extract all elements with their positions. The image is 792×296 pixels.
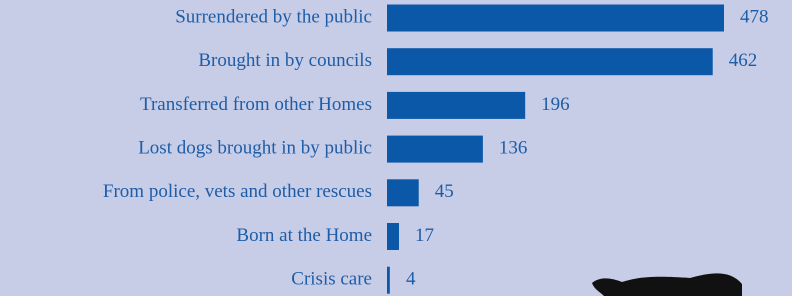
bar [387, 92, 525, 119]
bar [387, 136, 483, 163]
value-label: 45 [435, 181, 454, 202]
bar [387, 223, 399, 250]
category-label: Surrendered by the public [175, 6, 372, 27]
category-label: From police, vets and other rescues [103, 181, 372, 202]
category-label: Brought in by councils [198, 50, 372, 71]
bar [387, 267, 390, 294]
category-label: Transferred from other Homes [140, 94, 372, 115]
bar [387, 48, 713, 75]
category-label: Born at the Home [236, 225, 372, 246]
category-label: Crisis care [291, 269, 372, 290]
value-label: 4 [406, 269, 416, 290]
bar [387, 179, 419, 206]
chart: Surrendered by the public 478 Brought in b… [0, 0, 792, 296]
value-label: 136 [499, 137, 527, 158]
bar [387, 5, 724, 32]
value-label: 478 [740, 6, 769, 27]
category-label: Lost dogs brought in by public [138, 137, 372, 158]
value-label: 462 [729, 50, 758, 71]
page: Surrendered by the public 478 Brought in b… [0, 0, 792, 296]
value-label: 196 [541, 94, 570, 115]
value-label: 17 [415, 225, 434, 246]
